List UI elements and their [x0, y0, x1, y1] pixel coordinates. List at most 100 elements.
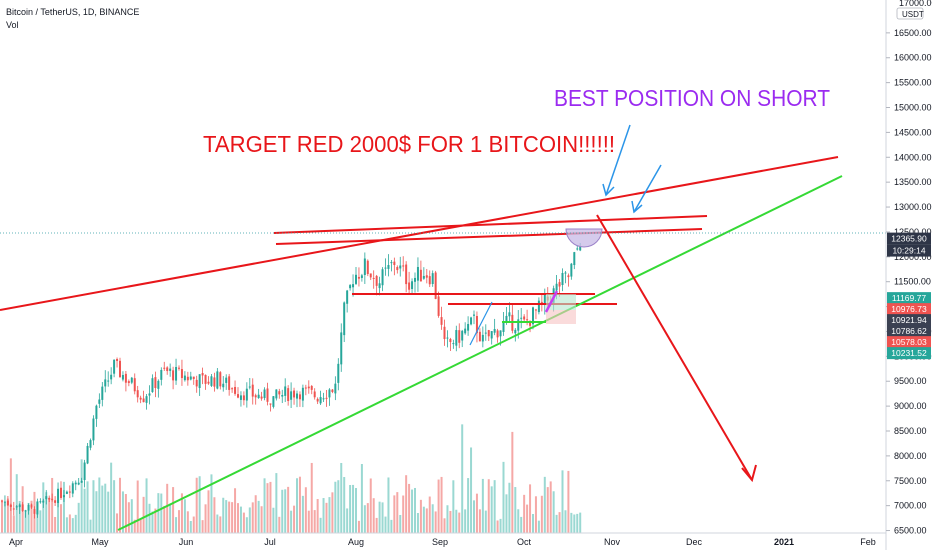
volume-bar: [546, 487, 549, 533]
candle-body: [207, 381, 210, 384]
volume-bar: [473, 500, 475, 533]
time-axis[interactable]: Apr May Jun Jul Aug Sep Oct Nov Dec 2021 Feb: [0, 532, 886, 547]
candle-body: [1, 500, 3, 502]
candle-body: [290, 391, 293, 400]
candle-body: [558, 282, 561, 287]
volume-bar: [464, 509, 467, 533]
volume-bar: [514, 487, 517, 533]
volume-bar: [313, 510, 316, 533]
volume-bar: [222, 497, 225, 533]
volume-bar: [381, 502, 384, 533]
price-axis-background: [886, 0, 932, 550]
candle-body: [148, 393, 151, 396]
volume-bar: [48, 498, 51, 533]
volume-indicator-label[interactable]: Vol: [6, 20, 19, 30]
volume-bar: [304, 487, 307, 533]
blue-arrow-1-head: [602, 183, 615, 197]
candle-body: [60, 487, 62, 498]
candle-body: [316, 398, 319, 402]
candle-body: [396, 267, 399, 271]
candle-body: [355, 274, 357, 284]
y-tick-label: 6500.00: [894, 526, 927, 536]
volume-bar: [416, 513, 419, 533]
drawings: [0, 124, 886, 531]
candle-body: [257, 394, 260, 399]
price-badge-label: 10:29:14: [892, 246, 925, 256]
volume-bar: [470, 447, 473, 533]
blue-arrow-1: [605, 124, 631, 196]
volume-bar: [281, 489, 284, 533]
volume-bar: [169, 503, 172, 533]
y-tick-label: 8500.00: [894, 426, 927, 436]
volume-bar: [296, 478, 298, 533]
candle-body: [228, 376, 231, 390]
red-target-arrow: [596, 214, 753, 481]
candle-body: [101, 386, 104, 400]
candle-body: [481, 334, 484, 342]
candle-body: [30, 504, 33, 508]
volume-bar: [564, 510, 567, 533]
red-resistance-upper: [273, 215, 708, 234]
volume-bar: [552, 491, 555, 533]
price-axis[interactable]: 17000.00 USDT 6500.00 7000.00 7500.00 8000.…: [885, 0, 932, 550]
volume-bar: [543, 476, 546, 533]
candle-body: [139, 397, 142, 400]
candle-body: [475, 316, 478, 334]
candle-body: [529, 320, 532, 326]
price-badges: 12365.90 10:29:14 11169.7710976.7310921.94…: [887, 232, 931, 360]
volume-bar: [517, 509, 520, 533]
x-tick-label: Nov: [604, 537, 621, 547]
candle-body: [434, 272, 437, 299]
candle-body: [74, 482, 77, 485]
volume-bar: [154, 508, 157, 533]
volume-bar: [484, 510, 487, 533]
candle-body: [579, 246, 582, 251]
volume-bar: [372, 498, 375, 533]
candle-body: [145, 396, 148, 403]
symbol-title[interactable]: Bitcoin / TetherUS, 1D, BINANCE: [6, 7, 139, 17]
volume-bar: [287, 486, 290, 533]
candle-body: [18, 504, 21, 508]
volume-bar: [275, 473, 278, 533]
x-tick-label: Oct: [517, 537, 532, 547]
price-badge-label: 10786.62: [891, 326, 927, 336]
candle-body: [119, 360, 121, 378]
volume-bar: [425, 508, 428, 533]
candle-body: [183, 375, 186, 381]
candle-body: [234, 386, 237, 394]
currency-box[interactable]: [896, 7, 924, 20]
volume-bars: [1, 424, 582, 533]
candle-body: [470, 317, 473, 325]
y-tick-label: 7000.00: [894, 501, 927, 511]
volume-bar: [298, 476, 301, 533]
candle-body: [245, 388, 248, 401]
volume-bar: [284, 489, 287, 533]
green-trendline: [117, 175, 843, 531]
candle-body: [237, 394, 239, 398]
candle-body: [186, 376, 189, 381]
candle-body: [340, 332, 343, 365]
volume-bar: [172, 487, 175, 533]
volume-bar: [490, 486, 493, 533]
candle-body: [467, 323, 470, 331]
volume-bar: [239, 506, 242, 533]
volume-bar: [570, 512, 573, 533]
candle-body: [514, 329, 517, 334]
volume-bar: [393, 495, 396, 533]
volume-bar: [24, 510, 27, 533]
candle-body: [322, 398, 325, 400]
volume-bar: [478, 509, 481, 533]
candle-body: [493, 328, 496, 333]
volume-bar: [461, 424, 464, 533]
volume-bar: [499, 518, 502, 533]
volume-bar: [263, 478, 266, 533]
volume-bar: [148, 503, 151, 533]
volume-bar: [219, 516, 222, 533]
candle-body: [304, 387, 307, 389]
volume-bar: [508, 482, 511, 533]
price-badge: [887, 347, 931, 360]
volume-bar: [422, 506, 425, 533]
price-badge-label: 12365.90: [891, 234, 927, 244]
candle-body: [393, 261, 396, 266]
volume-bar: [18, 500, 21, 533]
